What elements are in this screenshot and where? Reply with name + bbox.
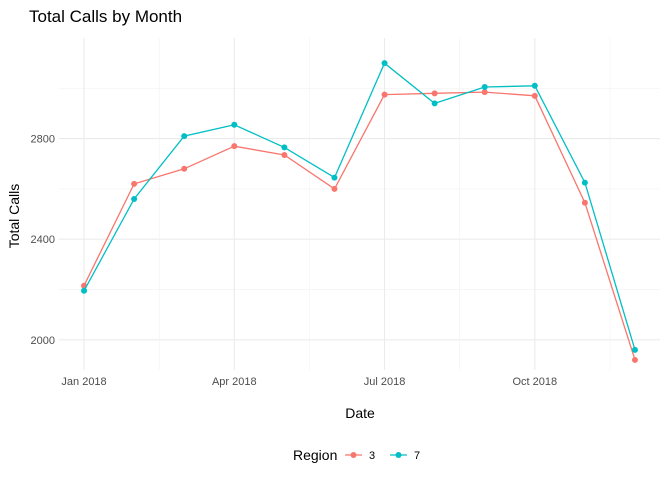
x-tick-label: Apr 2018 (212, 376, 257, 388)
data-point-3 (181, 165, 188, 172)
legend-label: 7 (414, 450, 420, 462)
data-point-7 (281, 144, 288, 151)
data-point-3 (231, 143, 238, 150)
legend-key-point (395, 452, 402, 458)
data-point-3 (131, 180, 138, 187)
data-point-7 (231, 121, 238, 128)
data-point-3 (431, 90, 438, 97)
x-tick-label: Jul 2018 (364, 376, 406, 388)
data-point-3 (331, 185, 338, 192)
series-lines (81, 60, 638, 363)
data-point-7 (531, 82, 538, 89)
y-tick-label: 2800 (31, 134, 55, 146)
legend-title: Region (293, 447, 337, 463)
data-point-3 (531, 92, 538, 99)
x-tick-label: Jan 2018 (61, 376, 106, 388)
data-point-3 (581, 199, 588, 206)
y-tick-label: 2400 (31, 234, 55, 246)
grid-lines (59, 38, 660, 370)
data-point-7 (81, 287, 88, 294)
series-line-7 (83, 62, 636, 351)
data-point-7 (631, 346, 638, 353)
y-axis-title: Total Calls (6, 184, 22, 249)
series-line-3 (83, 91, 636, 361)
data-point-7 (181, 133, 188, 140)
data-point-3 (631, 356, 638, 363)
data-point-7 (481, 84, 488, 91)
y-axis-ticks: 2000 2400 2800 (31, 134, 55, 347)
y-tick-label: 2000 (31, 335, 55, 347)
legend-label: 3 (369, 450, 375, 462)
data-point-3 (481, 89, 488, 96)
chart-title: Total Calls by Month (29, 7, 182, 26)
data-point-3 (381, 91, 388, 98)
data-point-7 (131, 195, 138, 202)
data-point-7 (381, 60, 388, 67)
data-point-7 (581, 179, 588, 186)
x-axis-ticks: Jan 2018 Apr 2018 Jul 2018 Oct 2018 (61, 376, 557, 388)
data-point-7 (331, 174, 338, 181)
data-point-3 (281, 151, 288, 158)
data-point-7 (431, 100, 438, 107)
legend-key-point (350, 452, 357, 458)
x-tick-label: Oct 2018 (512, 376, 557, 388)
legend: Region 3 7 (293, 447, 420, 463)
x-axis-title: Date (345, 405, 375, 421)
